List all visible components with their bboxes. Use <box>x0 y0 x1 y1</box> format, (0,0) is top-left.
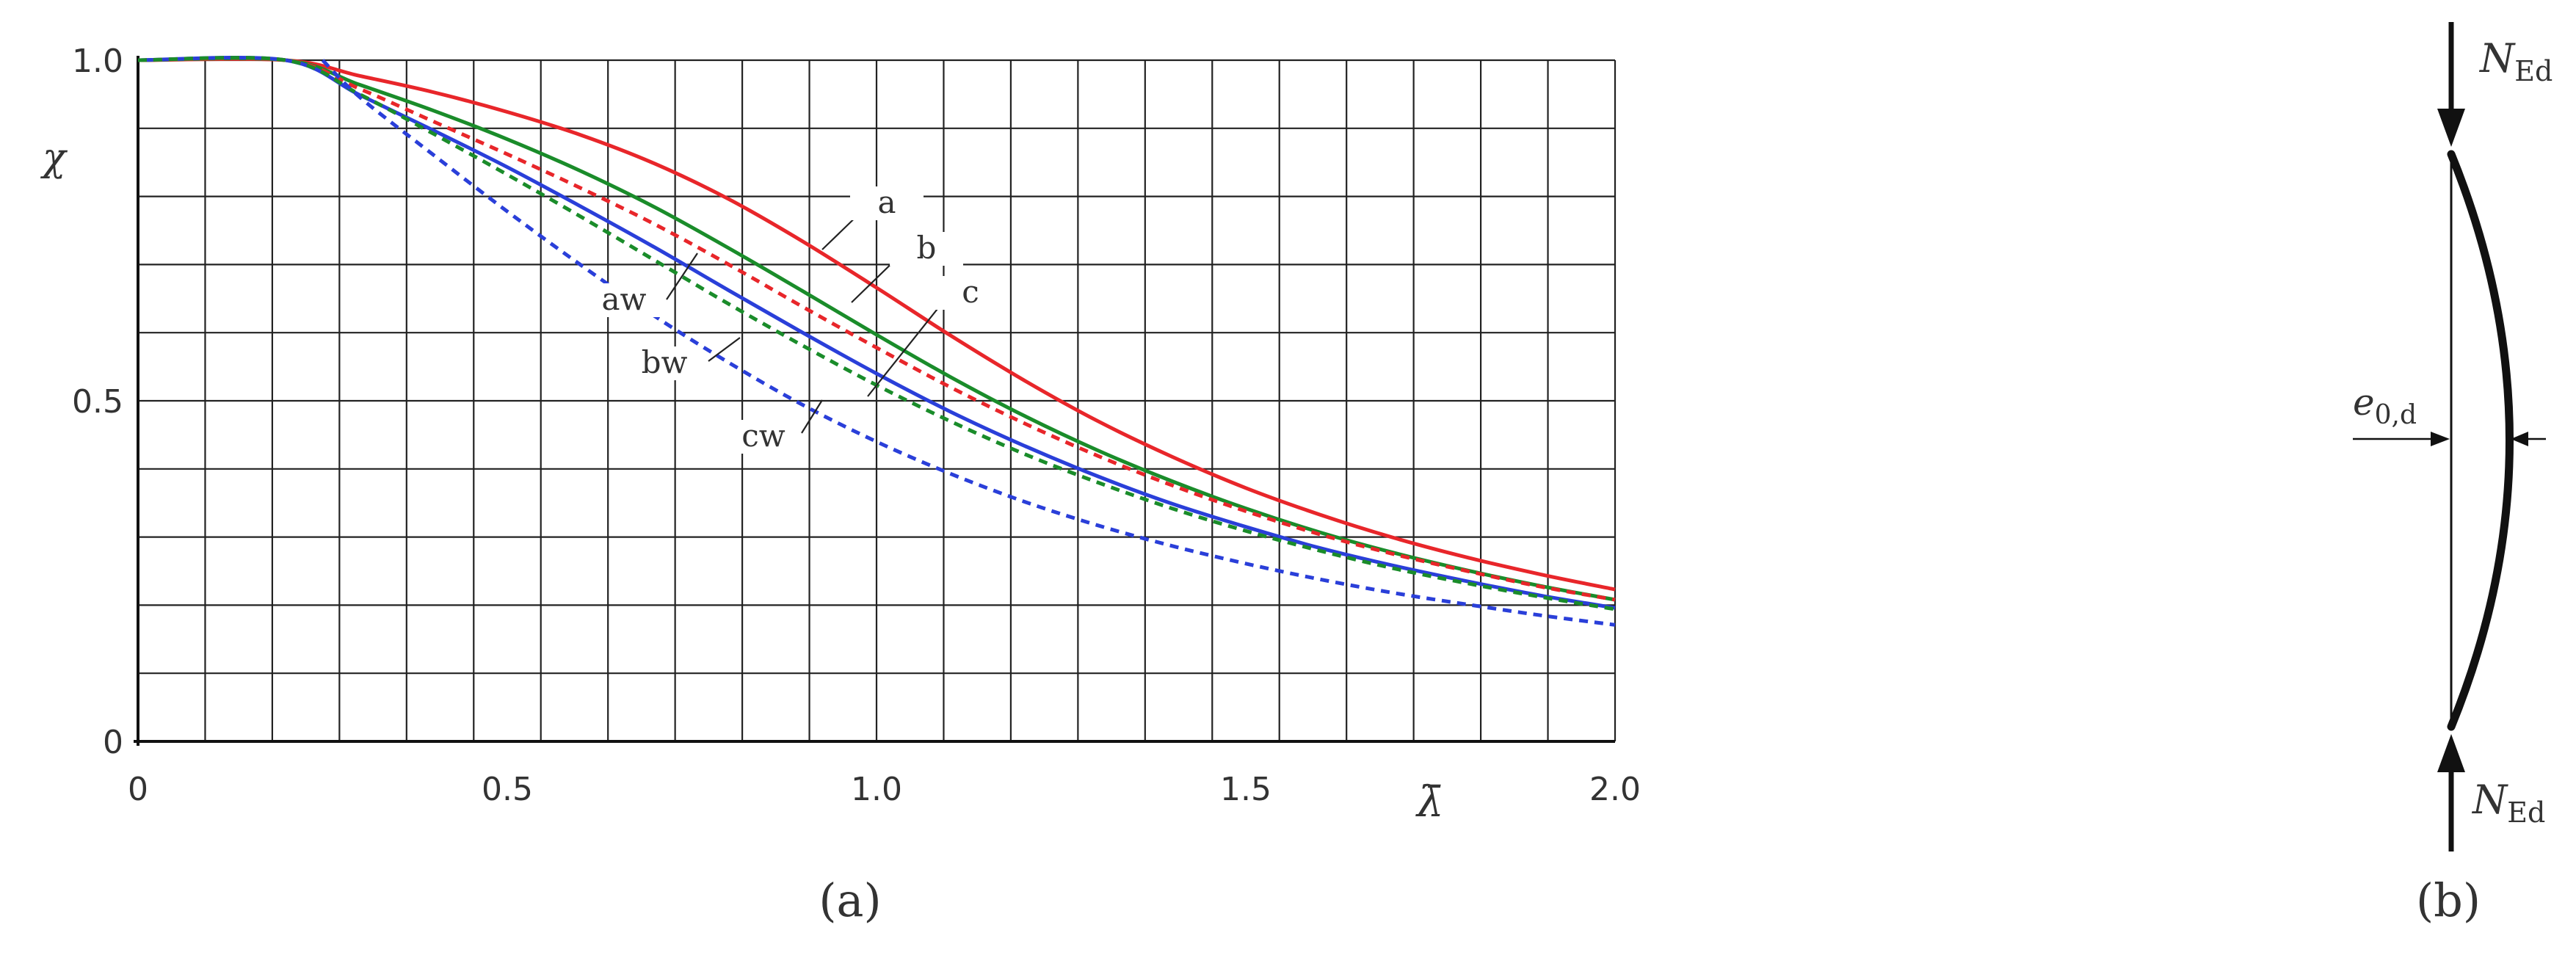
x-tick-label: 1.0 <box>851 771 902 808</box>
series-label-c: c <box>962 274 979 310</box>
series-layer <box>137 55 1616 627</box>
label-backdrop-cw <box>727 420 800 454</box>
x-tick-labels: 0 0.5 1.0 1.5 2.0 <box>128 771 1641 808</box>
x-axis-label: λ̄ <box>1415 777 1444 827</box>
series-labels: abc aw bw cw <box>587 184 1007 454</box>
y-tick-label: 1.0 <box>72 43 123 80</box>
leader-line-cw <box>801 399 823 434</box>
x-tick-label: 0 <box>128 771 148 808</box>
x-tick-label: 2.0 <box>1589 771 1641 808</box>
axis-frame <box>134 56 1615 746</box>
y-axis-label: χ <box>40 136 68 180</box>
leader-line-bw <box>708 337 741 362</box>
eccentricity-dimension <box>2353 432 2546 446</box>
series-label-b: b <box>917 230 937 266</box>
series-line-aw <box>137 56 1616 602</box>
leader-line-aw <box>666 253 698 300</box>
bottom-force-arrow <box>2437 734 2465 851</box>
series-line-cw <box>321 59 1616 627</box>
x-tick-label: 1.5 <box>1220 771 1271 808</box>
series-line-a <box>137 57 1616 592</box>
label-backdrop-bw <box>628 346 701 380</box>
series-line-bw <box>137 56 1616 611</box>
eccentricity-label: e0,d <box>2353 381 2417 430</box>
series-line-b <box>137 57 1616 602</box>
y-tick-label: 0.5 <box>72 383 123 421</box>
force-label-bottom: NEd <box>2471 777 2545 829</box>
series-line-c <box>137 55 1616 610</box>
panel-label-a: (a) <box>819 874 881 927</box>
y-tick-labels: 0 0.5 1.0 <box>72 43 123 761</box>
label-backdrop-aw <box>587 283 661 317</box>
x-tick-label: 0.5 <box>482 771 533 808</box>
label-backdrop-a <box>850 186 924 220</box>
panel-label-b: (b) <box>2416 874 2481 927</box>
top-force-arrow <box>2437 22 2465 147</box>
series-label-cw: cw <box>741 418 786 454</box>
label-backdrop-c <box>934 276 1007 310</box>
y-tick-label: 0 <box>103 724 123 761</box>
series-label-bw: bw <box>642 344 688 380</box>
series-label-a: a <box>877 184 896 220</box>
chart-grid <box>137 59 1617 743</box>
bowed-column-member <box>2447 150 2514 731</box>
buckling-curves-chart: abc aw bw cw 0 0.5 1.0 1.5 2.0 0 0.5 1.0 χ λ̄ (a) <box>40 43 1641 927</box>
series-label-aw: aw <box>602 281 647 317</box>
column-diagram: NEd NEd e0,d (b) <box>2353 22 2553 927</box>
label-backdrop-b <box>890 232 963 266</box>
leader-line-c <box>867 294 949 397</box>
force-label-top: NEd <box>2478 35 2553 87</box>
